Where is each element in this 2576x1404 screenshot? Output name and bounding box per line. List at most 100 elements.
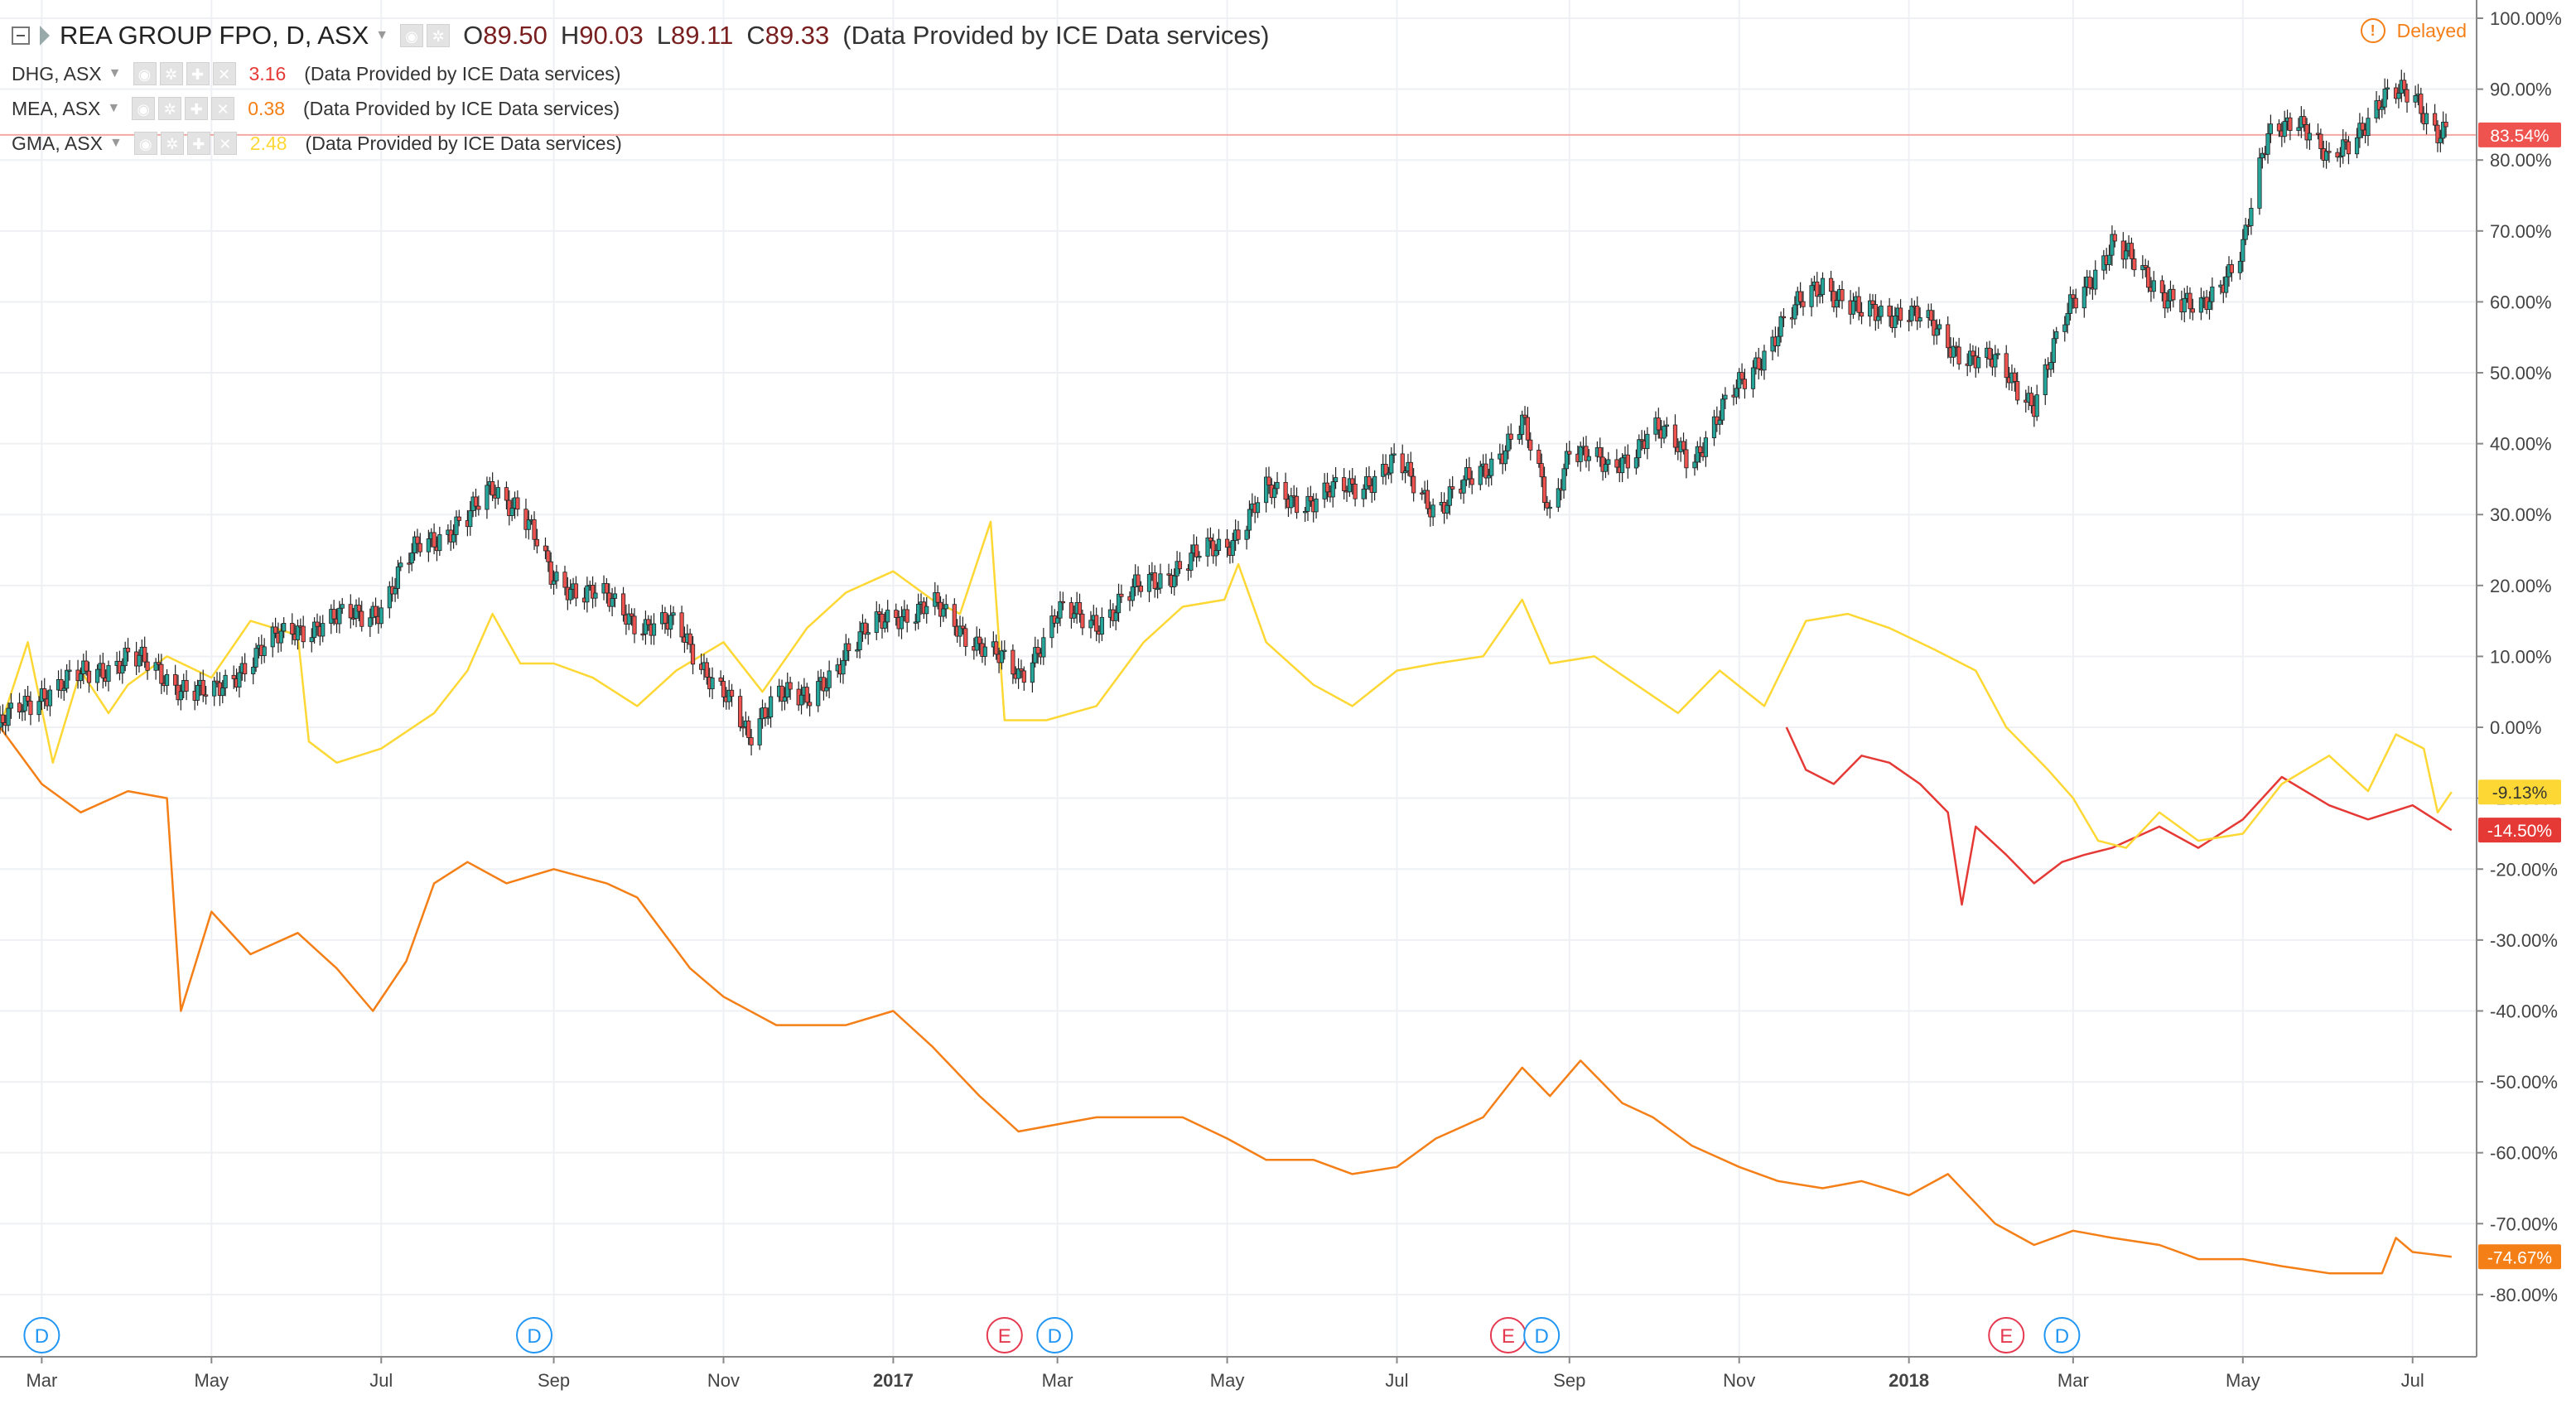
- plus-icon[interactable]: ✚: [186, 62, 210, 85]
- candle-body: [2357, 123, 2362, 138]
- candle-body: [593, 592, 598, 599]
- chevron-down-icon[interactable]: ▼: [108, 66, 122, 80]
- candle-body: [1723, 394, 1728, 400]
- plus-icon[interactable]: ✚: [185, 97, 209, 120]
- candle-body: [1389, 454, 1394, 474]
- candle-body: [309, 637, 314, 643]
- candle-body: [2282, 121, 2287, 138]
- candle-body: [2296, 127, 2301, 131]
- close-icon[interactable]: ✕: [211, 97, 235, 120]
- candle-body: [1584, 446, 1589, 461]
- candle-body: [2051, 338, 2056, 363]
- legend-row-mea[interactable]: MEA, ASX ▼ ◉ ✲ ✚ ✕ 0.38 (Data Provided b…: [12, 91, 1269, 126]
- eye-icon[interactable]: ◉: [132, 97, 156, 120]
- candle-body: [1508, 433, 1513, 440]
- chevron-down-icon[interactable]: ▼: [107, 101, 121, 115]
- candle-body: [2435, 124, 2440, 143]
- y-tick-label: 80.00%: [2490, 150, 2552, 171]
- candle-body: [1386, 472, 1392, 475]
- compare-symbol-dhg[interactable]: DHG, ASX: [12, 62, 102, 84]
- candle-body: [473, 496, 479, 507]
- legend-row-gma[interactable]: GMA, ASX ▼ ◉ ✲ ✚ ✕ 2.48 (Data Provided b…: [12, 126, 1269, 161]
- legend-main-row[interactable]: REA GROUP FPO, D, ASX ▼ ◉ ✲ O 89.50 H 90…: [12, 15, 1269, 56]
- candle-body: [913, 621, 918, 624]
- candle-body: [145, 661, 150, 671]
- candle-body: [610, 598, 615, 607]
- candle-body: [1146, 573, 1152, 592]
- candle-body: [2165, 300, 2170, 309]
- candle-body: [1937, 324, 1942, 330]
- collapse-legend-icon[interactable]: [12, 27, 30, 45]
- candle-body: [1625, 454, 1630, 469]
- eye-icon[interactable]: ◉: [133, 132, 157, 155]
- candle-body: [1294, 495, 1300, 514]
- legend-row-dhg[interactable]: DHG, ASX ▼ ◉ ✲ ✚ ✕ 3.16 (Data Provided b…: [12, 56, 1269, 91]
- candle-body: [1614, 459, 1619, 468]
- candle-body: [894, 610, 899, 619]
- candle-body: [2249, 207, 2254, 226]
- candle-body: [1353, 483, 1358, 499]
- compare-symbol-gma[interactable]: GMA, ASX: [12, 132, 103, 154]
- high-value: 90.03: [579, 21, 644, 50]
- candle-body: [1467, 467, 1472, 480]
- candle-body: [643, 619, 649, 634]
- close-icon[interactable]: ✕: [213, 132, 237, 155]
- gear-icon[interactable]: ✲: [158, 97, 182, 120]
- gear-icon[interactable]: ✲: [427, 24, 451, 47]
- candle-body: [585, 585, 590, 603]
- candle-body: [2087, 276, 2092, 288]
- y-tick-label: -60.00%: [2490, 1143, 2558, 1164]
- candle-body: [278, 630, 283, 644]
- candle-body: [798, 694, 804, 706]
- candle-body: [1859, 311, 1864, 317]
- gear-icon[interactable]: ✲: [160, 132, 184, 155]
- y-tick-label: -70.00%: [2490, 1213, 2558, 1234]
- eye-icon[interactable]: ◉: [400, 24, 424, 47]
- event-marker-label: D: [1048, 1325, 1062, 1348]
- delayed-indicator[interactable]: ! Delayed: [2360, 18, 2467, 43]
- candle-body: [1645, 433, 1650, 449]
- candle-body: [1637, 439, 1642, 459]
- candle-body: [977, 636, 982, 644]
- candle-body: [509, 508, 514, 516]
- candle-body: [1021, 670, 1026, 683]
- candle-body: [504, 487, 509, 501]
- candle-body: [1072, 613, 1077, 619]
- candle-body: [2337, 155, 2342, 158]
- eye-icon[interactable]: ◉: [133, 62, 157, 85]
- candle-body: [42, 688, 47, 700]
- main-symbol-label[interactable]: REA GROUP FPO, D, ASX: [60, 21, 369, 50]
- candle-body: [590, 585, 596, 599]
- x-tick-label: Nov: [707, 1370, 740, 1391]
- candle-body: [782, 697, 787, 702]
- candle-body: [354, 605, 359, 619]
- candle-body: [1289, 495, 1294, 509]
- candle-body: [788, 682, 793, 690]
- candle-body: [1681, 441, 1686, 451]
- y-tick-label: 40.00%: [2490, 434, 2552, 455]
- candle-body: [1430, 504, 1435, 518]
- candle-body: [763, 707, 768, 718]
- candle-body: [1993, 354, 1998, 368]
- candle-body: [1155, 587, 1160, 591]
- chevron-down-icon[interactable]: ▼: [375, 28, 389, 42]
- candle-body: [204, 694, 209, 697]
- candle-body: [1194, 544, 1199, 557]
- close-icon[interactable]: ✕: [212, 62, 236, 85]
- candle-body: [2376, 100, 2382, 110]
- chevron-down-icon[interactable]: ▼: [109, 136, 123, 150]
- candle-body: [1211, 540, 1216, 557]
- candle-body: [373, 606, 379, 617]
- plus-icon[interactable]: ✚: [186, 132, 210, 155]
- candle-body: [2143, 265, 2148, 268]
- candle-body: [746, 720, 751, 738]
- flag-icon[interactable]: [40, 26, 50, 46]
- candle-body: [78, 673, 84, 682]
- compare-symbol-mea[interactable]: MEA, ASX: [12, 97, 101, 119]
- gear-icon[interactable]: ✲: [159, 62, 183, 85]
- candle-body: [2224, 276, 2229, 293]
- compare-value-gma: 2.48: [249, 132, 287, 154]
- candle-body: [857, 631, 862, 650]
